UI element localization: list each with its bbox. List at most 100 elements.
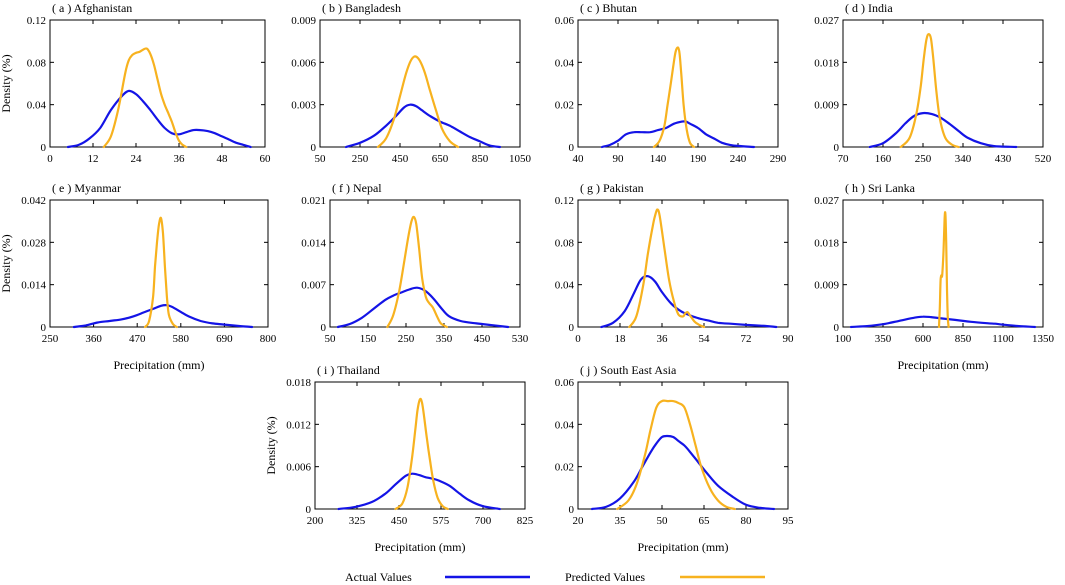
x-tick-label: 250: [42, 333, 59, 345]
y-tick-label: 0.021: [301, 195, 326, 207]
x-tick-label: 250: [398, 333, 415, 345]
series-line-actual: [344, 103, 502, 149]
y-axis-label: Density (%): [264, 416, 278, 474]
panel-title: ( g ) Pakistan: [580, 181, 644, 195]
panel-title: ( c ) Bhutan: [580, 1, 637, 15]
x-tick-label: 200: [307, 515, 324, 527]
y-tick-label: 0: [41, 142, 47, 154]
x-tick-label: 140: [650, 153, 667, 165]
y-tick-label: 0.02: [555, 462, 574, 474]
y-tick-label: 0.009: [291, 15, 316, 27]
series-line-actual: [66, 89, 252, 149]
x-tick-label: 1050: [509, 153, 532, 165]
x-axis-label: Precipitation (mm): [375, 540, 466, 554]
x-tick-label: 600: [915, 333, 932, 345]
y-tick-label: 0.006: [291, 57, 316, 69]
panel-title: ( b ) Bangladesh: [322, 1, 401, 15]
chart-panel-6: 50 150 250 350 450 530 0 0.007 0.014 0.021 ( f ) N…: [301, 181, 529, 345]
y-tick-label: 0: [569, 142, 575, 154]
x-tick-label: 690: [216, 333, 233, 345]
x-tick-label: 95: [783, 515, 795, 527]
x-tick-label: 800: [260, 333, 277, 345]
x-tick-label: 1100: [992, 333, 1014, 345]
y-tick-label: 0.06: [555, 15, 575, 27]
y-tick-label: 0.027: [814, 195, 839, 207]
legend-label-actual: Actual Values: [345, 570, 412, 584]
y-tick-label: 0.04: [555, 419, 575, 431]
x-tick-label: 250: [352, 153, 369, 165]
y-tick-label: 0.018: [814, 57, 839, 69]
series-line-actual: [600, 275, 778, 329]
x-tick-label: 0: [575, 333, 581, 345]
series-line-actual: [849, 315, 1037, 329]
y-tick-label: 0.12: [27, 15, 46, 27]
x-axis-label: Precipitation (mm): [114, 358, 205, 372]
series-line-predicted: [652, 46, 696, 149]
legend: Actual Values Predicted Values: [345, 570, 765, 584]
x-tick-label: 340: [955, 153, 972, 165]
series-line-predicted: [102, 47, 188, 149]
y-tick-label: 0: [41, 322, 47, 334]
chart-panel-2: 50 250 450 650 850 1050 0 0.003 0.006 0.009 ( b ) …: [291, 1, 531, 165]
y-tick-label: 0.003: [291, 100, 316, 112]
series-line-actual: [336, 286, 510, 329]
plot-frame: [577, 381, 789, 510]
y-tick-label: 0.12: [555, 195, 574, 207]
x-tick-label: 50: [325, 333, 337, 345]
y-tick-label: 0: [306, 504, 312, 516]
chart-panel-5: 250 360 470 580 690 800 0 0.014 0.028 0.042 ( e ) …: [0, 181, 277, 372]
y-tick-label: 0.012: [286, 419, 311, 431]
x-tick-label: 530: [512, 333, 529, 345]
y-tick-label: 0.08: [555, 237, 575, 249]
x-tick-label: 290: [770, 153, 787, 165]
x-tick-label: 80: [741, 515, 753, 527]
y-tick-label: 0: [569, 504, 575, 516]
panel-title: ( f ) Nepal: [332, 181, 382, 195]
plot-frame: [319, 19, 521, 148]
x-axis-label: Precipitation (mm): [638, 540, 729, 554]
chart-panel-9: 200 325 450 575 700 825 0 0.006 0.012 0.018 ( i ) …: [264, 363, 534, 554]
series-line-predicted: [937, 211, 950, 329]
x-tick-label: 36: [174, 153, 186, 165]
x-tick-label: 350: [875, 333, 892, 345]
chart-panel-10: 20 35 50 65 80 95 0 0.02 0.04 0.06 ( j ) South Eas…: [555, 363, 794, 554]
y-tick-label: 0.04: [555, 280, 575, 292]
x-tick-label: 190: [690, 153, 707, 165]
x-tick-label: 40: [573, 153, 585, 165]
x-tick-label: 825: [517, 515, 534, 527]
plot-frame: [842, 19, 1044, 148]
x-tick-label: 12: [88, 153, 99, 165]
series-line-actual: [72, 304, 254, 329]
series-line-actual: [868, 111, 1018, 149]
x-tick-label: 36: [657, 333, 669, 345]
plot-frame: [49, 199, 269, 328]
legend-label-predicted: Predicted Values: [565, 570, 645, 584]
x-tick-label: 50: [657, 515, 669, 527]
series-line-predicted: [616, 399, 736, 511]
panel-title: ( i ) Thailand: [317, 363, 380, 377]
x-tick-label: 575: [433, 515, 450, 527]
x-tick-label: 850: [955, 333, 972, 345]
series-line-predicted: [376, 55, 460, 149]
x-tick-label: 150: [360, 333, 377, 345]
y-tick-label: 0.02: [555, 100, 574, 112]
series-line-predicted: [394, 397, 449, 511]
y-tick-label: 0.006: [286, 462, 311, 474]
x-tick-label: 360: [85, 333, 102, 345]
x-tick-label: 35: [615, 515, 627, 527]
x-tick-label: 90: [613, 153, 625, 165]
y-tick-label: 0.04: [555, 57, 575, 69]
y-tick-label: 0.027: [814, 15, 839, 27]
x-tick-label: 250: [915, 153, 932, 165]
y-tick-label: 0: [321, 322, 327, 334]
panel-title: ( e ) Myanmar: [52, 181, 121, 195]
x-tick-label: 54: [699, 333, 711, 345]
y-tick-label: 0.04: [27, 100, 47, 112]
plot-frame: [577, 19, 779, 148]
x-tick-label: 24: [131, 153, 143, 165]
x-tick-label: 580: [173, 333, 190, 345]
y-axis-label: Density (%): [0, 234, 13, 292]
y-tick-label: 0.014: [21, 280, 46, 292]
x-tick-label: 70: [838, 153, 850, 165]
